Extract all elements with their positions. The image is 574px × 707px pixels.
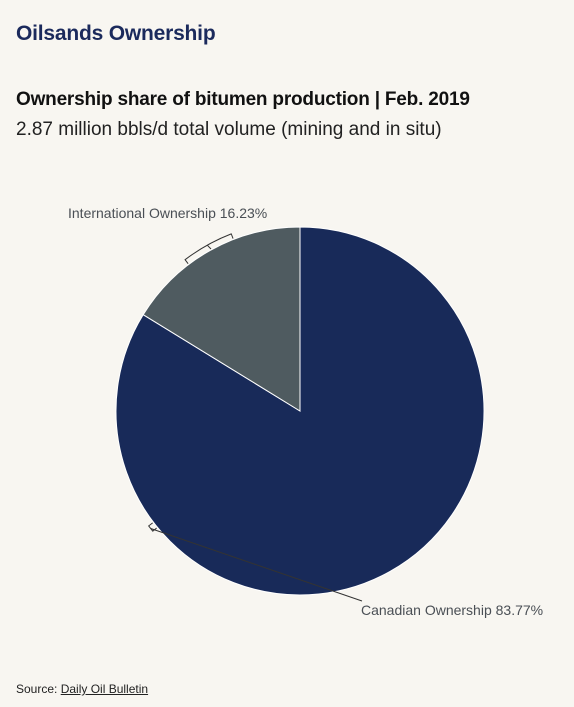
slice-label-canadian-ownership: Canadian Ownership 83.77% — [361, 602, 543, 618]
pie-slice-international-ownership — [142, 226, 301, 412]
source-note: Source: Daily Oil Bulletin — [16, 682, 148, 696]
source-prefix: Source: — [16, 682, 58, 696]
page-title: Oilsands Ownership — [16, 22, 216, 45]
pie-slice-canadian-ownership — [115, 226, 485, 596]
chart-subtitle: 2.87 million bbls/d total volume (mining… — [16, 119, 442, 140]
source-link[interactable]: Daily Oil Bulletin — [60, 682, 149, 696]
slice-label-international-ownership: International Ownership 16.23% — [68, 205, 267, 221]
label-leader — [150, 528, 363, 602]
chart-title: Ownership share of bitumen production | … — [16, 89, 470, 110]
label-bracket — [147, 522, 157, 532]
label-leader — [206, 244, 212, 250]
